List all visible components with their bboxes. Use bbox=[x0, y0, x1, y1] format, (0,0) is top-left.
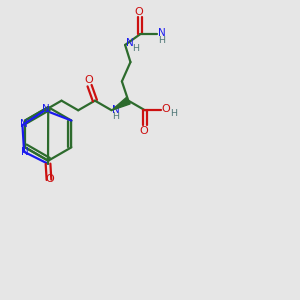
Text: N: N bbox=[112, 105, 120, 115]
Text: H: H bbox=[112, 112, 119, 121]
Text: H: H bbox=[158, 36, 165, 45]
Text: O: O bbox=[84, 75, 93, 85]
Text: H: H bbox=[170, 109, 178, 118]
Text: O: O bbox=[161, 104, 170, 114]
Text: N: N bbox=[42, 104, 50, 114]
Polygon shape bbox=[112, 98, 130, 110]
Text: O: O bbox=[46, 174, 54, 184]
Text: N: N bbox=[20, 119, 27, 129]
Text: H: H bbox=[132, 44, 139, 53]
Text: N: N bbox=[125, 38, 133, 48]
Text: N: N bbox=[158, 28, 165, 38]
Text: O: O bbox=[135, 7, 143, 17]
Text: O: O bbox=[140, 126, 148, 136]
Text: N: N bbox=[21, 147, 29, 157]
